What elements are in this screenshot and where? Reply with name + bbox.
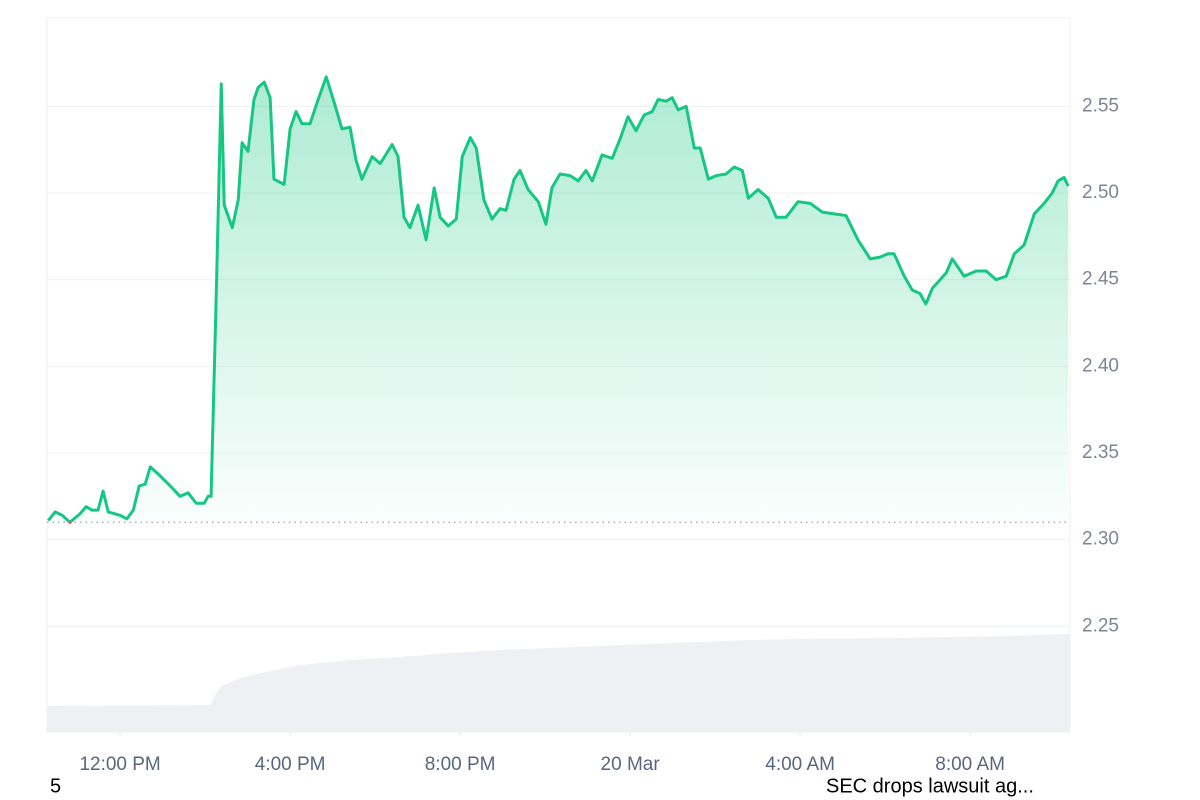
x-tick-label: 20 Mar <box>601 754 661 775</box>
y-tick-label: 2.55 <box>1082 95 1119 116</box>
y-tick-label: 2.50 <box>1082 182 1119 203</box>
y-tick-label: 2.40 <box>1082 355 1119 376</box>
volume-area <box>47 634 1070 732</box>
x-tick-label: 12:00 PM <box>79 754 160 775</box>
x-tick-label: 4:00 AM <box>765 754 835 775</box>
y-tick-label: 2.35 <box>1082 442 1119 463</box>
annotation: 5 <box>50 775 61 797</box>
y-tick-label: 2.45 <box>1082 269 1119 290</box>
x-tick-label: 4:00 PM <box>255 754 326 775</box>
plot <box>47 75 1070 524</box>
y-tick-label: 2.30 <box>1082 529 1119 550</box>
annotation: SEC drops lawsuit ag... <box>826 775 1034 797</box>
x-tick-label: 8:00 PM <box>425 754 496 775</box>
price-line <box>47 75 1070 523</box>
price-area <box>48 76 1069 523</box>
y-tick-label: 2.25 <box>1082 615 1119 636</box>
x-tick-label: 8:00 AM <box>935 754 1005 775</box>
axes: 2.25 2.30 2.35 2.40 2.45 2.50 2.55 12:00 PM 4:00… <box>79 95 1119 775</box>
